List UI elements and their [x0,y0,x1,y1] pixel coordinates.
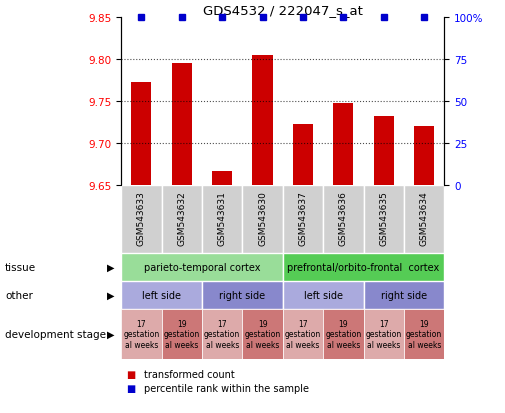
Text: 19
gestation
al weeks: 19 gestation al weeks [244,319,281,349]
Text: left side: left side [142,290,181,300]
Text: 19
gestation
al weeks: 19 gestation al weeks [406,319,442,349]
Text: GSM543633: GSM543633 [137,191,146,246]
Bar [374,117,394,185]
Bar [323,309,364,359]
Text: prefrontal/orbito-frontal  cortex: prefrontal/orbito-frontal cortex [287,262,440,272]
Text: right side: right side [219,290,266,300]
Bar [242,309,283,359]
Text: 17
gestation
al weeks: 17 gestation al weeks [366,319,402,349]
Bar [121,185,162,253]
Bar [162,185,202,253]
Bar [283,281,364,309]
Text: 17
gestation
al weeks: 17 gestation al weeks [204,319,240,349]
Text: GSM543632: GSM543632 [177,191,186,245]
Bar [283,185,323,253]
Text: ■: ■ [126,383,135,393]
Bar [364,281,444,309]
Text: development stage: development stage [5,329,106,339]
Text: GSM543630: GSM543630 [258,191,267,246]
Text: percentile rank within the sample: percentile rank within the sample [144,383,309,393]
Bar [364,309,404,359]
Text: ▶: ▶ [108,262,115,272]
Text: ■: ■ [126,369,135,379]
Bar [131,83,152,185]
Bar [364,185,404,253]
Text: GSM543631: GSM543631 [218,191,227,246]
Bar [323,185,364,253]
Bar [121,281,202,309]
Title: GDS4532 / 222047_s_at: GDS4532 / 222047_s_at [203,4,363,17]
Bar [121,253,283,281]
Text: right side: right side [381,290,427,300]
Text: parieto-temporal cortex: parieto-temporal cortex [144,262,260,272]
Text: ▶: ▶ [108,290,115,300]
Text: GSM543635: GSM543635 [379,191,388,246]
Bar [202,309,242,359]
Text: GSM543634: GSM543634 [420,191,429,245]
Bar [202,185,242,253]
Bar [252,55,273,185]
Bar [172,64,192,185]
Text: left side: left side [304,290,343,300]
Text: 19
gestation
al weeks: 19 gestation al weeks [164,319,200,349]
Bar [333,104,354,185]
Bar [202,281,283,309]
Text: GSM543637: GSM543637 [298,191,308,246]
Bar [293,125,313,185]
Text: other: other [5,290,33,300]
Bar [162,309,202,359]
Text: transformed count: transformed count [144,369,235,379]
Bar [242,185,283,253]
Bar [404,309,444,359]
Bar [283,253,444,281]
Text: 17
gestation
al weeks: 17 gestation al weeks [285,319,321,349]
Text: tissue: tissue [5,262,36,272]
Text: ▶: ▶ [108,329,115,339]
Bar [121,309,162,359]
Text: 17
gestation
al weeks: 17 gestation al weeks [123,319,160,349]
Text: 19
gestation
al weeks: 19 gestation al weeks [325,319,362,349]
Text: GSM543636: GSM543636 [339,191,348,246]
Bar [414,127,434,185]
Bar [404,185,444,253]
Bar [212,171,232,185]
Bar [283,309,323,359]
